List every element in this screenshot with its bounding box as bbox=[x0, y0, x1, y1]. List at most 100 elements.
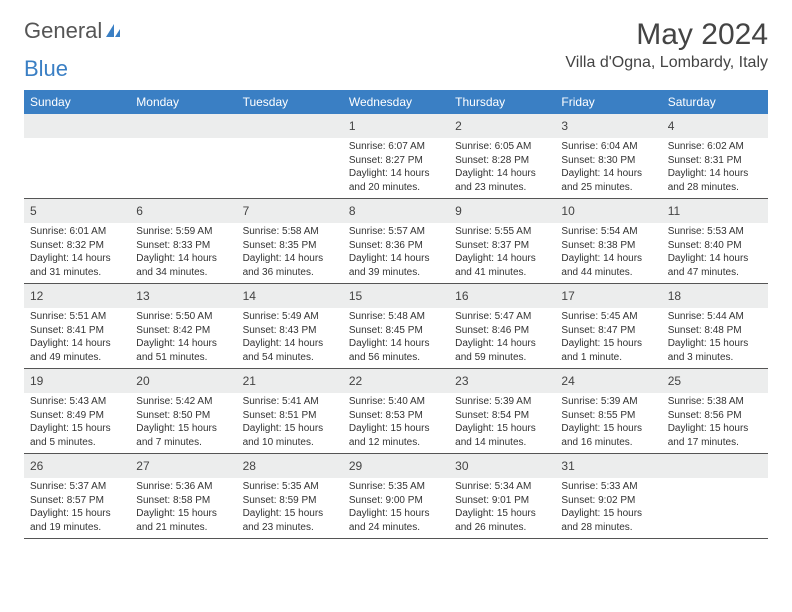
day-cell: 14Sunrise: 5:49 AMSunset: 8:43 PMDayligh… bbox=[237, 284, 343, 368]
sunset-text: Sunset: 8:59 PM bbox=[243, 494, 337, 508]
sunrise-text: Sunrise: 5:35 AM bbox=[349, 480, 443, 494]
day-body: Sunrise: 5:33 AMSunset: 9:02 PMDaylight:… bbox=[555, 478, 661, 538]
day-cell: 6Sunrise: 5:59 AMSunset: 8:33 PMDaylight… bbox=[130, 199, 236, 283]
day-number: 17 bbox=[561, 289, 574, 303]
day-number-row bbox=[237, 114, 343, 138]
sunset-text: Sunset: 8:51 PM bbox=[243, 409, 337, 423]
day-body bbox=[130, 138, 236, 144]
week-row: 12Sunrise: 5:51 AMSunset: 8:41 PMDayligh… bbox=[24, 284, 768, 369]
weekday-header: Wednesday bbox=[343, 90, 449, 114]
sunrise-text: Sunrise: 5:41 AM bbox=[243, 395, 337, 409]
sunset-text: Sunset: 8:58 PM bbox=[136, 494, 230, 508]
day-body bbox=[662, 478, 768, 484]
day-number: 18 bbox=[668, 289, 681, 303]
day-body: Sunrise: 6:01 AMSunset: 8:32 PMDaylight:… bbox=[24, 223, 130, 283]
day-cell: 10Sunrise: 5:54 AMSunset: 8:38 PMDayligh… bbox=[555, 199, 661, 283]
daylight-text: Daylight: 15 hours and 26 minutes. bbox=[455, 507, 549, 534]
day-number: 29 bbox=[349, 459, 362, 473]
day-body bbox=[24, 138, 130, 144]
day-number-row: 24 bbox=[555, 369, 661, 393]
day-number-row: 1 bbox=[343, 114, 449, 138]
day-cell bbox=[24, 114, 130, 198]
daylight-text: Daylight: 15 hours and 3 minutes. bbox=[668, 337, 762, 364]
sunset-text: Sunset: 8:32 PM bbox=[30, 239, 124, 253]
weeks-container: 1 Sunrise: 6:07 AMSunset: 8:27 PMDaylight… bbox=[24, 114, 768, 539]
day-number-row: 7 bbox=[237, 199, 343, 223]
day-body: Sunrise: 5:49 AMSunset: 8:43 PMDaylight:… bbox=[237, 308, 343, 368]
day-number: 6 bbox=[136, 204, 143, 218]
day-number: 16 bbox=[455, 289, 468, 303]
day-number-row: 9 bbox=[449, 199, 555, 223]
day-number: 20 bbox=[136, 374, 149, 388]
day-number: 1 bbox=[349, 119, 356, 133]
day-number-row: 27 bbox=[130, 454, 236, 478]
daylight-text: Daylight: 15 hours and 10 minutes. bbox=[243, 422, 337, 449]
day-cell: 16Sunrise: 5:47 AMSunset: 8:46 PMDayligh… bbox=[449, 284, 555, 368]
day-number: 22 bbox=[349, 374, 362, 388]
day-number-row: 25 bbox=[662, 369, 768, 393]
day-cell: 2Sunrise: 6:05 AMSunset: 8:28 PMDaylight… bbox=[449, 114, 555, 198]
day-number bbox=[243, 119, 246, 133]
sunrise-text: Sunrise: 5:37 AM bbox=[30, 480, 124, 494]
daylight-text: Daylight: 14 hours and 23 minutes. bbox=[455, 167, 549, 194]
weekday-header: Saturday bbox=[662, 90, 768, 114]
day-cell: 28Sunrise: 5:35 AMSunset: 8:59 PMDayligh… bbox=[237, 454, 343, 538]
day-cell: 19Sunrise: 5:43 AMSunset: 8:49 PMDayligh… bbox=[24, 369, 130, 453]
daylight-text: Daylight: 15 hours and 16 minutes. bbox=[561, 422, 655, 449]
day-body: Sunrise: 5:53 AMSunset: 8:40 PMDaylight:… bbox=[662, 223, 768, 283]
day-number: 7 bbox=[243, 204, 250, 218]
sunrise-text: Sunrise: 5:49 AM bbox=[243, 310, 337, 324]
day-body: Sunrise: 5:35 AMSunset: 9:00 PMDaylight:… bbox=[343, 478, 449, 538]
sunset-text: Sunset: 8:27 PM bbox=[349, 154, 443, 168]
logo-text-1: General bbox=[24, 18, 102, 44]
daylight-text: Daylight: 14 hours and 25 minutes. bbox=[561, 167, 655, 194]
day-body: Sunrise: 6:02 AMSunset: 8:31 PMDaylight:… bbox=[662, 138, 768, 198]
day-cell: 4Sunrise: 6:02 AMSunset: 8:31 PMDaylight… bbox=[662, 114, 768, 198]
daylight-text: Daylight: 15 hours and 19 minutes. bbox=[30, 507, 124, 534]
day-cell: 17Sunrise: 5:45 AMSunset: 8:47 PMDayligh… bbox=[555, 284, 661, 368]
day-number: 15 bbox=[349, 289, 362, 303]
day-body: Sunrise: 6:07 AMSunset: 8:27 PMDaylight:… bbox=[343, 138, 449, 198]
day-number-row bbox=[662, 454, 768, 478]
day-number: 23 bbox=[455, 374, 468, 388]
day-number bbox=[136, 119, 139, 133]
sunset-text: Sunset: 8:43 PM bbox=[243, 324, 337, 338]
day-cell: 5Sunrise: 6:01 AMSunset: 8:32 PMDaylight… bbox=[24, 199, 130, 283]
day-number bbox=[30, 119, 33, 133]
sunset-text: Sunset: 8:57 PM bbox=[30, 494, 124, 508]
day-body: Sunrise: 5:55 AMSunset: 8:37 PMDaylight:… bbox=[449, 223, 555, 283]
sunset-text: Sunset: 8:49 PM bbox=[30, 409, 124, 423]
day-cell: 29 Sunrise: 5:35 AMSunset: 9:00 PMDayligh… bbox=[343, 454, 449, 538]
day-number: 3 bbox=[561, 119, 568, 133]
sunset-text: Sunset: 8:38 PM bbox=[561, 239, 655, 253]
daylight-text: Daylight: 14 hours and 56 minutes. bbox=[349, 337, 443, 364]
day-body: Sunrise: 5:58 AMSunset: 8:35 PMDaylight:… bbox=[237, 223, 343, 283]
day-body: Sunrise: 5:41 AMSunset: 8:51 PMDaylight:… bbox=[237, 393, 343, 453]
day-cell: 27Sunrise: 5:36 AMSunset: 8:58 PMDayligh… bbox=[130, 454, 236, 538]
day-cell: 31Sunrise: 5:33 AMSunset: 9:02 PMDayligh… bbox=[555, 454, 661, 538]
daylight-text: Daylight: 15 hours and 5 minutes. bbox=[30, 422, 124, 449]
sunset-text: Sunset: 8:33 PM bbox=[136, 239, 230, 253]
month-title: May 2024 bbox=[565, 18, 768, 52]
daylight-text: Daylight: 14 hours and 51 minutes. bbox=[136, 337, 230, 364]
day-number: 28 bbox=[243, 459, 256, 473]
daylight-text: Daylight: 15 hours and 21 minutes. bbox=[136, 507, 230, 534]
day-cell bbox=[130, 114, 236, 198]
sunset-text: Sunset: 8:37 PM bbox=[455, 239, 549, 253]
day-number-row: 15 bbox=[343, 284, 449, 308]
sunrise-text: Sunrise: 6:04 AM bbox=[561, 140, 655, 154]
sunset-text: Sunset: 8:31 PM bbox=[668, 154, 762, 168]
day-number: 8 bbox=[349, 204, 356, 218]
sunrise-text: Sunrise: 5:44 AM bbox=[668, 310, 762, 324]
day-cell: 26 Sunrise: 5:37 AMSunset: 8:57 PMDayligh… bbox=[24, 454, 130, 538]
daylight-text: Daylight: 14 hours and 59 minutes. bbox=[455, 337, 549, 364]
day-number-row: 31 bbox=[555, 454, 661, 478]
day-cell: 22Sunrise: 5:40 AMSunset: 8:53 PMDayligh… bbox=[343, 369, 449, 453]
day-number-row: 16 bbox=[449, 284, 555, 308]
day-number: 2 bbox=[455, 119, 462, 133]
day-cell: 12Sunrise: 5:51 AMSunset: 8:41 PMDayligh… bbox=[24, 284, 130, 368]
daylight-text: Daylight: 14 hours and 20 minutes. bbox=[349, 167, 443, 194]
day-number: 13 bbox=[136, 289, 149, 303]
sunrise-text: Sunrise: 5:34 AM bbox=[455, 480, 549, 494]
day-number-row: 26 bbox=[24, 454, 130, 478]
